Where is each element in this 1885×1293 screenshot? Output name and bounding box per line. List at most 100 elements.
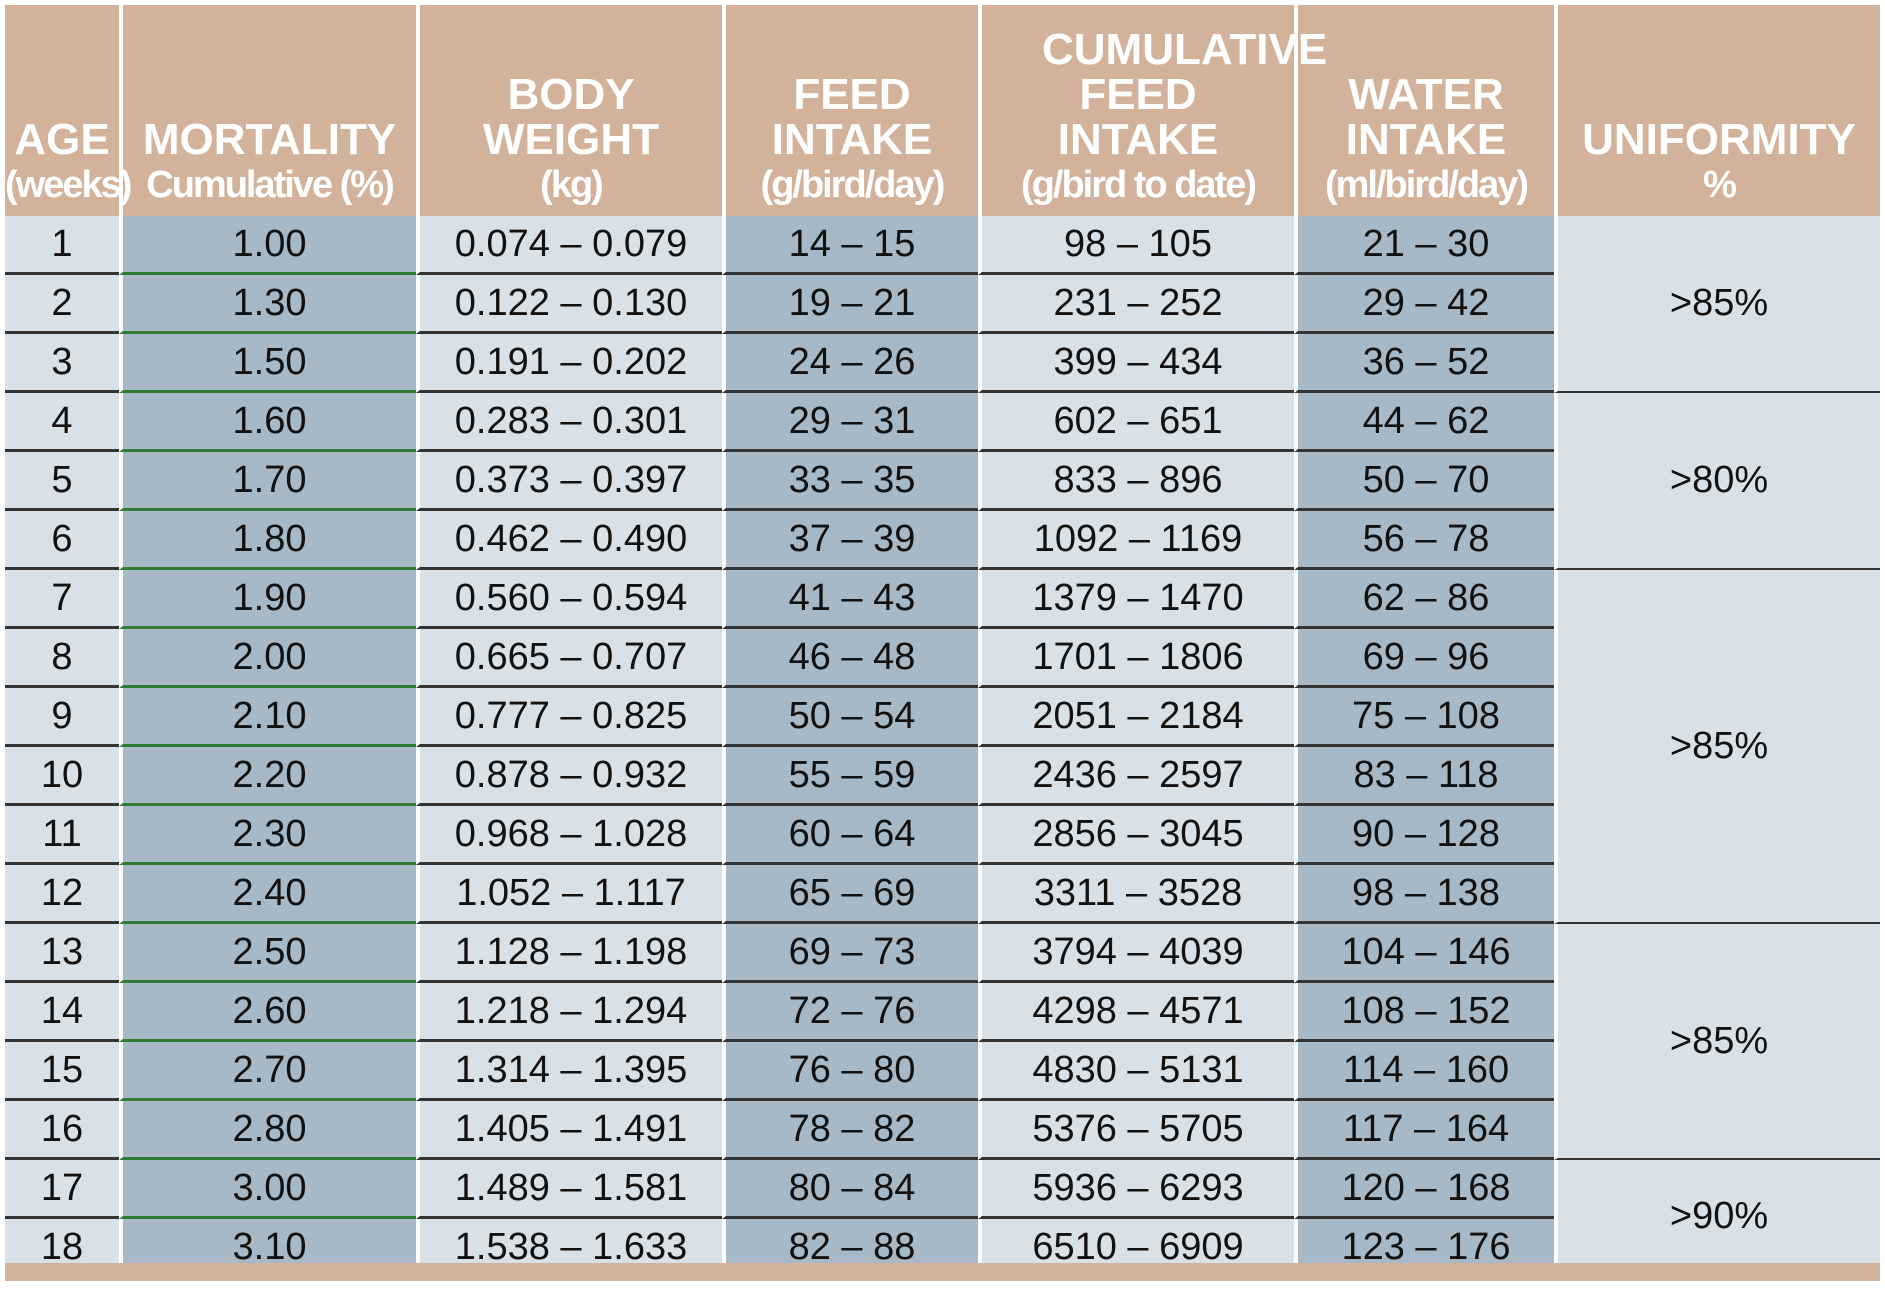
table-row: 11 2.30 0.968 – 1.028 60 – 64 2856 – 3045 90 … [5, 806, 1880, 865]
age-cell: 15 [5, 1042, 119, 1101]
cumulative-feed-cell: 602 – 651 [978, 393, 1294, 452]
table-row: 17 3.00 1.489 – 1.581 80 – 84 5936 – 6293 120… [5, 1160, 1880, 1275]
header-age-unit: (weeks) [5, 164, 132, 206]
header-uniformity-unit: % [1703, 164, 1737, 206]
water-intake-cell: 36 – 52 [1294, 334, 1554, 393]
body-weight-cell: 0.462 – 0.490 [416, 511, 722, 570]
age-cell: 9 [5, 688, 119, 747]
body-weight-cell: 0.560 – 0.594 [416, 570, 722, 629]
feed-intake-cell: 14 – 15 [722, 216, 978, 275]
water-intake-cell: 90 – 128 [1294, 806, 1554, 865]
body-weight-cell: 1.128 – 1.198 [416, 924, 722, 983]
table-row: 14 2.60 1.218 – 1.294 72 – 76 4298 – 4571 108… [5, 983, 1880, 1042]
cumulative-feed-cell: 3794 – 4039 [978, 924, 1294, 983]
cumulative-feed-cell: 98 – 105 [978, 216, 1294, 275]
water-intake-cell: 62 – 86 [1294, 570, 1554, 629]
header-body-weight: BODY WEIGHT (kg) [416, 5, 722, 216]
footer-bar [5, 1263, 1880, 1281]
cumulative-feed-cell: 2436 – 2597 [978, 747, 1294, 806]
uniformity-cell: >90% [1554, 1160, 1880, 1275]
cumulative-feed-cell: 231 – 252 [978, 275, 1294, 334]
header-body-weight-title: BODY WEIGHT [483, 70, 659, 164]
feed-intake-cell: 80 – 84 [722, 1160, 978, 1219]
feed-intake-cell: 60 – 64 [722, 806, 978, 865]
age-cell: 12 [5, 865, 119, 924]
header-mortality: MORTALITY Cumulative (%) [119, 5, 416, 216]
water-intake-cell: 104 – 146 [1294, 924, 1554, 983]
uniformity-cell: >80% [1554, 393, 1880, 570]
header-feed-intake-title: FEED INTAKE [771, 70, 933, 164]
mortality-cell: 1.80 [119, 511, 416, 570]
mortality-cell: 1.60 [119, 393, 416, 452]
table-row: 1 1.00 0.074 – 0.079 14 – 15 98 – 105 21 – 30… [5, 216, 1880, 393]
age-cell: 16 [5, 1101, 119, 1160]
mortality-cell: 2.60 [119, 983, 416, 1042]
header-body-weight-unit: (kg) [540, 164, 604, 206]
table-row: 3 1.50 0.191 – 0.202 24 – 26 399 – 434 36 – 5… [5, 334, 1880, 393]
mortality-cell: 2.70 [119, 1042, 416, 1101]
feed-intake-cell: 78 – 82 [722, 1101, 978, 1160]
uniformity-cell: >85% [1554, 570, 1880, 924]
header-feed-intake: FEED INTAKE (g/bird/day) [722, 5, 978, 216]
feed-intake-cell: 29 – 31 [722, 393, 978, 452]
age-cell: 7 [5, 570, 119, 629]
body-weight-cell: 1.218 – 1.294 [416, 983, 722, 1042]
mortality-cell: 2.20 [119, 747, 416, 806]
water-intake-cell: 108 – 152 [1294, 983, 1554, 1042]
uniformity-cell: >85% [1554, 924, 1880, 1160]
table-row: 8 2.00 0.665 – 0.707 46 – 48 1701 – 1806 69 –… [5, 629, 1880, 688]
growth-standards-table: AGE (weeks) MORTALITY Cumulative (%) BOD… [5, 5, 1880, 1275]
feed-intake-cell: 24 – 26 [722, 334, 978, 393]
cumulative-feed-cell: 1379 – 1470 [978, 570, 1294, 629]
table-row: 9 2.10 0.777 – 0.825 50 – 54 2051 – 2184 75 –… [5, 688, 1880, 747]
water-intake-cell: 114 – 160 [1294, 1042, 1554, 1101]
header-feed-intake-unit: (g/bird/day) [760, 164, 946, 206]
feed-intake-cell: 72 – 76 [722, 983, 978, 1042]
mortality-cell: 2.50 [119, 924, 416, 983]
mortality-cell: 1.00 [119, 216, 416, 275]
feed-intake-cell: 41 – 43 [722, 570, 978, 629]
age-cell: 1 [5, 216, 119, 275]
feed-intake-cell: 33 – 35 [722, 452, 978, 511]
water-intake-cell: 50 – 70 [1294, 452, 1554, 511]
header-uniformity-title: UNIFORMITY [1582, 115, 1856, 164]
water-intake-cell: 98 – 138 [1294, 865, 1554, 924]
header-cumulative-feed-intake-title: CUMULATIVE FEED INTAKE [1042, 25, 1328, 164]
header-uniformity: UNIFORMITY % [1554, 5, 1880, 216]
body-weight-cell: 1.314 – 1.395 [416, 1042, 722, 1101]
header-cumulative-feed-intake: CUMULATIVE FEED INTAKE (g/bird to date) [978, 5, 1328, 216]
body-weight-cell: 1.052 – 1.117 [416, 865, 722, 924]
feed-intake-cell: 19 – 21 [722, 275, 978, 334]
table-row: 5 1.70 0.373 – 0.397 33 – 35 833 – 896 50 – 7… [5, 452, 1880, 511]
body-weight-cell: 0.373 – 0.397 [416, 452, 722, 511]
cumulative-feed-cell: 2051 – 2184 [978, 688, 1294, 747]
table-row: 15 2.70 1.314 – 1.395 76 – 80 4830 – 5131 114… [5, 1042, 1880, 1101]
body-weight-cell: 0.122 – 0.130 [416, 275, 722, 334]
mortality-cell: 1.50 [119, 334, 416, 393]
header-age: AGE (weeks) [5, 5, 132, 216]
header-mortality-unit: Cumulative (%) [146, 164, 394, 206]
feed-intake-cell: 55 – 59 [722, 747, 978, 806]
feed-intake-cell: 65 – 69 [722, 865, 978, 924]
cumulative-feed-cell: 5936 – 6293 [978, 1160, 1294, 1219]
water-intake-cell: 56 – 78 [1294, 511, 1554, 570]
cumulative-feed-cell: 4298 – 4571 [978, 983, 1294, 1042]
body-weight-cell: 0.777 – 0.825 [416, 688, 722, 747]
header-water-intake-unit: (ml/bird/day) [1324, 164, 1529, 206]
feed-intake-cell: 46 – 48 [722, 629, 978, 688]
header-cumulative-feed-intake-unit: (g/bird to date) [1021, 164, 1257, 206]
header-mortality-title: MORTALITY [142, 115, 397, 164]
header-water-intake-title: WATER INTAKE [1345, 70, 1507, 164]
body-weight-cell: 1.405 – 1.491 [416, 1101, 722, 1160]
mortality-cell: 2.80 [119, 1101, 416, 1160]
table-row: 2 1.30 0.122 – 0.130 19 – 21 231 – 252 29 – 4… [5, 275, 1880, 334]
table-row: 7 1.90 0.560 – 0.594 41 – 43 1379 – 1470 62 –… [5, 570, 1880, 924]
cumulative-feed-cell: 399 – 434 [978, 334, 1294, 393]
water-intake-cell: 75 – 108 [1294, 688, 1554, 747]
mortality-cell: 2.00 [119, 629, 416, 688]
age-cell: 4 [5, 393, 119, 452]
water-intake-cell: 83 – 118 [1294, 747, 1554, 806]
mortality-cell: 3.00 [119, 1160, 416, 1219]
cumulative-feed-cell: 3311 – 3528 [978, 865, 1294, 924]
body-weight-cell: 1.489 – 1.581 [416, 1160, 722, 1219]
